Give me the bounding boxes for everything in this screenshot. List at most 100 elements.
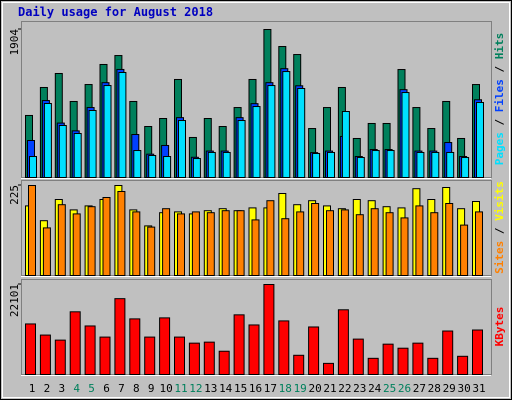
bar — [203, 341, 215, 375]
bar — [281, 218, 290, 276]
x-tick-label: 29 — [443, 382, 456, 395]
x-tick-label: 8 — [133, 382, 140, 395]
bar — [367, 357, 379, 376]
bar — [352, 338, 364, 376]
x-tick-label: 6 — [103, 382, 110, 395]
bar — [114, 298, 126, 375]
legend-entry: Sites — [493, 241, 506, 274]
bar — [311, 203, 320, 276]
bar — [312, 152, 321, 179]
bar — [323, 362, 334, 376]
bar — [69, 311, 81, 376]
legend-entry: Files — [493, 79, 506, 112]
bar — [263, 284, 275, 375]
bar — [445, 203, 454, 276]
bar — [382, 343, 394, 376]
bar — [28, 185, 36, 276]
legend-entry: Pages — [493, 132, 506, 165]
bar — [54, 339, 66, 375]
bar — [43, 103, 52, 178]
bar — [192, 158, 201, 179]
bar — [385, 212, 394, 276]
chart-title: Daily usage for August 2018 — [18, 5, 213, 19]
x-tick-label: 16 — [249, 382, 262, 395]
bar — [355, 214, 364, 276]
x-tick-label: 17 — [264, 382, 277, 395]
bar — [327, 151, 335, 178]
bar — [233, 314, 245, 375]
x-tick-label: 23 — [353, 382, 366, 395]
x-tick-label: 26 — [398, 382, 411, 395]
legend-entry: KBytes — [493, 307, 506, 347]
x-tick-label: 25 — [383, 382, 396, 395]
legend: KBytes — [493, 307, 506, 347]
x-tick-label: 10 — [159, 382, 172, 395]
bar — [147, 226, 156, 277]
x-tick-label: 20 — [308, 382, 321, 395]
x-tick-label: 31 — [472, 382, 485, 395]
bar — [431, 151, 440, 178]
legend-entry: Visits — [493, 181, 506, 221]
bar — [446, 151, 455, 178]
bar — [430, 212, 439, 276]
bar — [442, 330, 454, 376]
bar — [251, 219, 260, 276]
x-tick-label: 12 — [189, 382, 202, 395]
bar — [356, 157, 365, 178]
bar — [99, 336, 111, 376]
bar — [340, 209, 349, 276]
bar — [25, 323, 36, 375]
bar — [144, 336, 156, 376]
x-tick-label: 27 — [413, 382, 426, 395]
y-tick-label: 225 — [8, 185, 21, 205]
bar — [267, 85, 276, 178]
bar — [191, 211, 200, 276]
bar — [412, 342, 424, 376]
bar — [87, 206, 96, 276]
legend-separator: / — [493, 221, 506, 241]
bar — [337, 309, 349, 375]
bar — [178, 120, 186, 178]
bar — [460, 224, 469, 277]
bar — [222, 151, 231, 178]
x-tick-label: 3 — [58, 382, 65, 395]
bar — [133, 150, 142, 179]
x-tick-label: 9 — [148, 382, 155, 395]
bar — [252, 106, 261, 178]
bar — [72, 213, 81, 276]
bar — [397, 347, 409, 375]
bar — [84, 325, 96, 375]
bar — [266, 200, 275, 276]
bar — [472, 329, 483, 375]
bar — [371, 150, 380, 179]
bar — [163, 156, 172, 178]
bar — [278, 320, 290, 375]
bar — [206, 212, 215, 276]
bar — [188, 342, 200, 376]
bar — [118, 71, 127, 178]
bar — [73, 133, 82, 178]
y-tick-label: 1904 — [8, 29, 21, 56]
bar — [427, 357, 439, 376]
bar — [177, 213, 185, 276]
bar — [476, 101, 484, 178]
bar — [159, 317, 171, 376]
bar — [207, 151, 216, 178]
x-tick-label: 1 — [29, 382, 36, 395]
bar — [386, 150, 395, 179]
x-tick-label: 24 — [368, 382, 382, 395]
y-tick-label: 22101 — [8, 284, 21, 317]
bar — [237, 120, 246, 178]
bar — [103, 85, 112, 178]
legend-separator: / — [493, 59, 506, 79]
bar — [117, 191, 126, 276]
bar — [102, 197, 111, 276]
bar — [132, 211, 141, 276]
bar — [293, 354, 305, 375]
bar — [400, 217, 409, 276]
bar — [236, 210, 245, 276]
bar — [326, 210, 334, 276]
bar — [221, 210, 230, 276]
bar — [475, 211, 483, 276]
